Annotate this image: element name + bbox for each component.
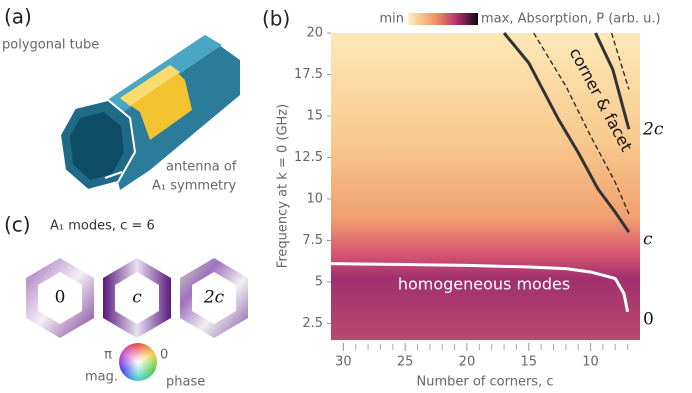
y-tick-label: 20 [306,26,323,41]
tube-label: polygonal tube [2,38,99,53]
mode-label: 2c [642,120,664,140]
y-tick-label: 5 [315,274,323,289]
mode-label: 0 [55,288,66,308]
x-axis-label: Number of corners, c [416,375,553,390]
colorbar-min: min [379,12,404,27]
wheel-label: mag. [85,370,118,385]
x-tick-label: 25 [397,355,414,370]
y-tick-label: 17.5 [294,67,323,82]
antenna-symmetry: A₁ symmetry [152,179,236,194]
annotation: homogeneous modes [398,275,570,294]
mode-curve [594,32,631,130]
y-axis-label: Frequency at k = 0 (GHz) [276,104,291,268]
wheel-label: π [104,348,112,363]
mode-label: c [643,230,653,250]
mode-label: 2c [203,288,225,308]
mode-hexagon [103,258,171,338]
mode-hexagon [180,258,248,338]
x-tick-label: 15 [520,355,537,370]
x-tick-label: 10 [582,355,599,370]
x-tick-label: 30 [335,355,352,370]
colorbar-max: max, Absorption, P (arb. u.) [481,12,661,27]
y-tick-label: 10 [306,191,323,206]
panel-label: (b) [262,7,290,31]
panel-label: (a) [4,5,32,29]
y-tick-label: 15 [306,108,323,123]
colorbar [408,13,478,25]
panel-label: (c) [4,213,31,237]
x-tick-label: 20 [459,355,476,370]
color-wheel [119,343,157,381]
y-tick-label: 2.5 [302,316,323,331]
mode-label: c [132,288,142,308]
wheel-label: 0 [160,348,168,363]
heatmap [331,33,640,340]
mode-curve [610,32,630,90]
wheel-label: phase [166,375,205,390]
y-tick-label: 7.5 [302,233,323,248]
tube-illustration [58,35,240,192]
antenna-label: antenna of [166,160,237,175]
modes-title: A₁ modes, c = 6 [50,219,155,234]
mode-hexagon [26,258,94,338]
mode-curve [533,32,630,215]
mode-curve [502,32,631,233]
mode-label: 0 [643,310,654,330]
y-tick-label: 12.5 [294,150,323,165]
mode-curve [330,262,630,313]
